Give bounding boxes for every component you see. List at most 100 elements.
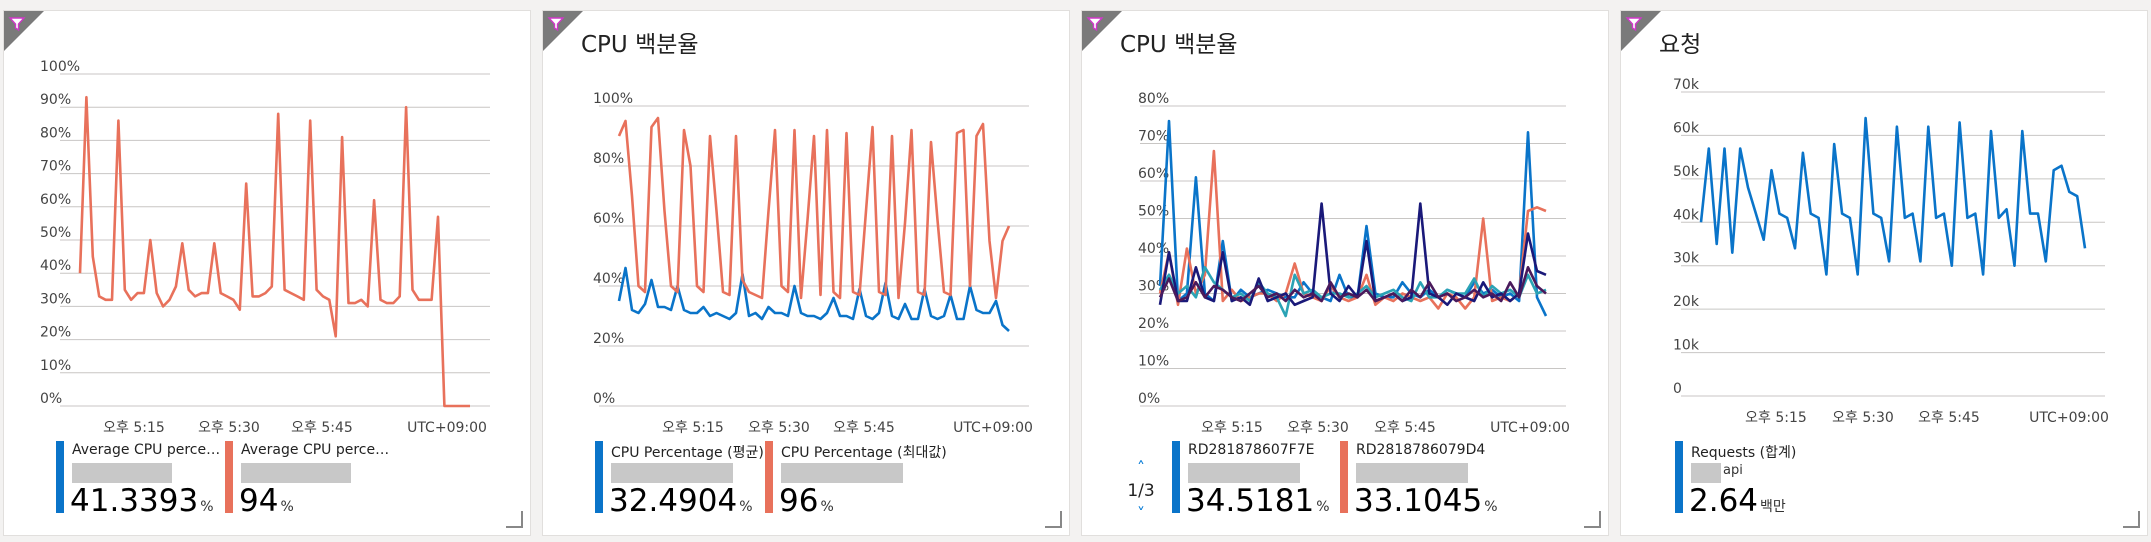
tile-title: CPU 백분율 [581, 32, 699, 58]
tile-title: 요청 [1659, 32, 1702, 58]
filter-icon[interactable] [4, 11, 44, 51]
y-tick-label: 60% [1138, 166, 1169, 182]
redacted-resource-name [1188, 463, 1300, 483]
resize-handle-icon[interactable] [504, 509, 524, 529]
legend-item[interactable]: Requests (합계) api 2.64 백만 [1675, 441, 1845, 527]
x-tick-label: 오후 5:15 [103, 420, 165, 436]
chart-tile-4[interactable]: 요청 0 10k 20k 30k 40k 50k 60k 70k 오후 5:15 오후 5:30 오… [1620, 10, 2148, 536]
chart-tile-3[interactable]: CPU 백분율 0% 10% 20% 30% 40% 50% 60% 70% 80% 오후 5:1… [1081, 10, 1609, 536]
timezone-label: UTC+09:00 [953, 420, 1033, 436]
redacted-resource-name [1356, 463, 1468, 483]
y-tick-label: 0 [1673, 381, 1682, 397]
y-tick-label: 40% [593, 271, 624, 287]
filter-icon[interactable] [1621, 11, 1661, 51]
series-line [617, 266, 1010, 332]
x-tick-label: 오후 5:15 [1201, 420, 1263, 436]
y-tick-label: 90% [40, 92, 71, 108]
legend-series-name: Average CPU percenta... [72, 442, 222, 458]
legend-item[interactable]: CPU Percentage (평균) 32.4904% [595, 441, 764, 527]
y-tick-label: 100% [40, 59, 80, 75]
y-tick-label: 80% [593, 151, 624, 167]
y-tick-label: 80% [40, 125, 71, 141]
y-tick-label: 40k [1673, 207, 1700, 223]
legend-value: 41.3393% [70, 483, 214, 519]
legend-color-swatch [56, 441, 64, 513]
resize-handle-icon[interactable] [1582, 509, 1602, 529]
y-tick-label: 20% [40, 325, 71, 341]
line-chart: 0% 10% 20% 30% 40% 50% 60% 70% 80% 90% 100% 오후 5:15… [40, 59, 490, 436]
legend-series-name: Requests (합계) [1691, 445, 1797, 461]
legend-series-name: RD281878607F7E [1188, 442, 1315, 458]
chart-tile-1[interactable]: 0% 10% 20% 30% 40% 50% 60% 70% 80% 90% 100% 오후 5:15… [3, 10, 531, 536]
y-tick-label: 0% [40, 391, 62, 407]
chart-tile-2[interactable]: CPU 백분율 0% 20% 40% 60% 80% 100% 오후 5:15 오후 5:30… [542, 10, 1070, 536]
y-tick-label: 80% [1138, 91, 1169, 107]
y-tick-label: 30k [1673, 251, 1700, 267]
legend-color-swatch [1172, 441, 1180, 513]
x-tick-label: 오후 5:30 [1287, 420, 1349, 436]
redacted-resource-name [781, 463, 903, 483]
legend-series-name: Average CPU percenta... [241, 442, 391, 458]
y-tick-label: 70% [1138, 129, 1169, 145]
redacted-resource-name [611, 463, 733, 483]
series-line [1699, 116, 2087, 276]
legend-series-name: RD2818786079D4 [1356, 442, 1486, 458]
legend-item[interactable]: Average CPU percenta... 94% [225, 441, 391, 527]
y-tick-label: 70% [40, 159, 71, 175]
line-chart: 0 10k 20k 30k 40k 50k 60k 70k 오후 5:15 오후 5:30 오후 5… [1673, 77, 2109, 426]
y-tick-label: 40% [40, 258, 71, 274]
legend-page-indicator: 1/3 [1127, 481, 1155, 501]
redacted-resource-name [72, 463, 172, 483]
legend-resource-suffix: api [1723, 463, 1743, 478]
legend-value: 96% [779, 483, 834, 519]
x-tick-label: 오후 5:45 [833, 420, 895, 436]
chevron-up-icon[interactable]: ˄ [1137, 458, 1145, 477]
legend-item[interactable]: RD281878607F7E 34.5181% [1172, 441, 1332, 527]
legend-item[interactable]: CPU Percentage (최대값) 96% [765, 441, 947, 527]
series-line [78, 95, 470, 408]
chevron-down-icon[interactable]: ˅ [1137, 504, 1145, 523]
legend-series-name: CPU Percentage (평균) [611, 445, 764, 461]
y-tick-label: 30% [40, 291, 71, 307]
y-tick-label: 20% [593, 331, 624, 347]
legend-value: 33.1045% [1354, 483, 1498, 519]
resize-handle-icon[interactable] [2121, 509, 2141, 529]
y-tick-label: 50k [1673, 164, 1700, 180]
y-tick-label: 20% [1138, 316, 1169, 332]
y-tick-label: 40% [1138, 241, 1169, 257]
legend-color-swatch [765, 441, 773, 513]
legend-item[interactable]: Average CPU percenta... 41.3393% [56, 441, 222, 527]
y-tick-label: 70k [1673, 77, 1700, 93]
timezone-label: UTC+09:00 [407, 420, 487, 436]
filter-icon[interactable] [1082, 11, 1122, 51]
y-tick-label: 60% [40, 192, 71, 208]
legend-color-swatch [595, 441, 603, 513]
legend-color-swatch [1340, 441, 1348, 513]
series-line [1158, 149, 1547, 310]
y-tick-label: 60k [1673, 120, 1700, 136]
timezone-label: UTC+09:00 [2029, 410, 2109, 426]
resize-handle-icon[interactable] [1043, 509, 1063, 529]
y-tick-label: 50% [1138, 204, 1169, 220]
y-tick-label: 0% [593, 391, 615, 407]
legend-color-swatch [225, 441, 233, 513]
legend-item[interactable]: RD2818786079D4 33.1045% [1340, 441, 1500, 527]
legend-value: 32.4904% [609, 483, 753, 519]
y-tick-label: 20k [1673, 294, 1700, 310]
series-line [617, 116, 1011, 300]
legend-pager: ˄ 1/3 ˅ [1126, 459, 1156, 523]
x-tick-label: 오후 5:30 [748, 420, 810, 436]
y-tick-label: 10k [1673, 338, 1700, 354]
x-tick-label: 오후 5:45 [1374, 420, 1436, 436]
redacted-resource-name [241, 463, 351, 483]
legend-value: 2.64 백만 [1689, 483, 1786, 519]
x-tick-label: 오후 5:30 [1832, 410, 1894, 426]
timezone-label: UTC+09:00 [1490, 420, 1570, 436]
series-line [1158, 265, 1547, 303]
filter-icon[interactable] [543, 11, 583, 51]
y-tick-label: 50% [40, 225, 71, 241]
x-tick-label: 오후 5:15 [1745, 410, 1807, 426]
y-tick-label: 0% [1138, 391, 1160, 407]
x-tick-label: 오후 5:45 [1918, 410, 1980, 426]
line-chart: 0% 20% 40% 60% 80% 100% 오후 5:15 오후 5:30 오후 5:45 U… [593, 91, 1033, 436]
